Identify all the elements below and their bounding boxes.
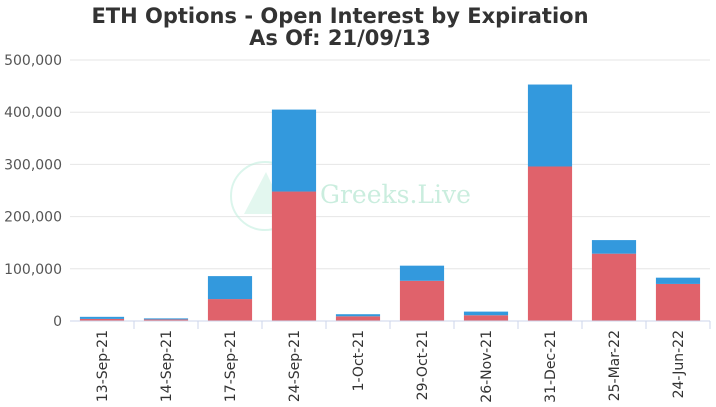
bar-segment-24-Jun-22-s1 (655, 277, 701, 284)
bar-segment-29-Oct-21-s1 (399, 265, 445, 281)
y-tick-label: 500,000 (4, 53, 62, 69)
bar-segment-24-Sep-21-s0 (271, 191, 317, 321)
bars (79, 84, 701, 321)
x-tick-label: 13-Sep-21 (95, 330, 111, 402)
y-tick-label: 100,000 (4, 262, 62, 278)
x-tick-label: 24-Sep-21 (287, 330, 303, 402)
bar-segment-14-Sep-21-s1 (143, 318, 189, 320)
bar-segment-14-Sep-21-s0 (143, 319, 189, 321)
bar-segment-24-Sep-21-s1 (271, 109, 317, 192)
x-tick-label: 25-Mar-22 (607, 330, 623, 401)
bar-segment-1-Oct-21-s0 (335, 316, 381, 321)
bar-segment-13-Sep-21-s0 (79, 318, 125, 321)
x-tick-label: 24-Jun-22 (671, 330, 687, 398)
y-axis: 0 100,000 200,000 300,000 400,000 500,000 (4, 53, 62, 330)
watermark-text: Greeks.Live (320, 180, 471, 209)
x-axis: 13-Sep-21 14-Sep-21 17-Sep-21 24-Sep-21 1-Oc… (70, 320, 711, 403)
x-tick-label: 31-Dec-21 (543, 330, 559, 403)
bar-segment-1-Oct-21-s1 (335, 314, 381, 317)
x-tick-label: 26-Nov-21 (479, 330, 495, 403)
bar-segment-25-Mar-22-s1 (591, 240, 637, 254)
bar-segment-13-Sep-21-s1 (79, 316, 125, 319)
y-tick-label: 300,000 (4, 157, 62, 173)
bar-segment-24-Jun-22-s0 (655, 283, 701, 321)
chart-subtitle: As Of: 21/09/13 (249, 26, 431, 50)
bar-segment-26-Nov-21-s0 (463, 315, 509, 321)
y-tick-label: 0 (53, 314, 62, 330)
bar-segment-31-Dec-21-s1 (527, 84, 573, 167)
y-tick-label: 200,000 (4, 210, 62, 226)
x-tick-label: 17-Sep-21 (223, 330, 239, 402)
bar-segment-17-Sep-21-s1 (207, 276, 253, 300)
x-tick-label: 14-Sep-21 (159, 330, 175, 402)
bar-segment-25-Mar-22-s0 (591, 253, 637, 321)
chart-title: ETH Options - Open Interest by Expiratio… (91, 4, 589, 28)
x-tick-label: 1-Oct-21 (351, 330, 367, 391)
bar-segment-26-Nov-21-s1 (463, 311, 509, 316)
bar-segment-17-Sep-21-s0 (207, 299, 253, 321)
x-tick-label: 29-Oct-21 (415, 330, 431, 400)
bar-segment-29-Oct-21-s0 (399, 280, 445, 321)
y-tick-label: 400,000 (4, 105, 62, 121)
watermark: Greeks.Live (230, 161, 471, 231)
bar-segment-31-Dec-21-s0 (527, 166, 573, 321)
